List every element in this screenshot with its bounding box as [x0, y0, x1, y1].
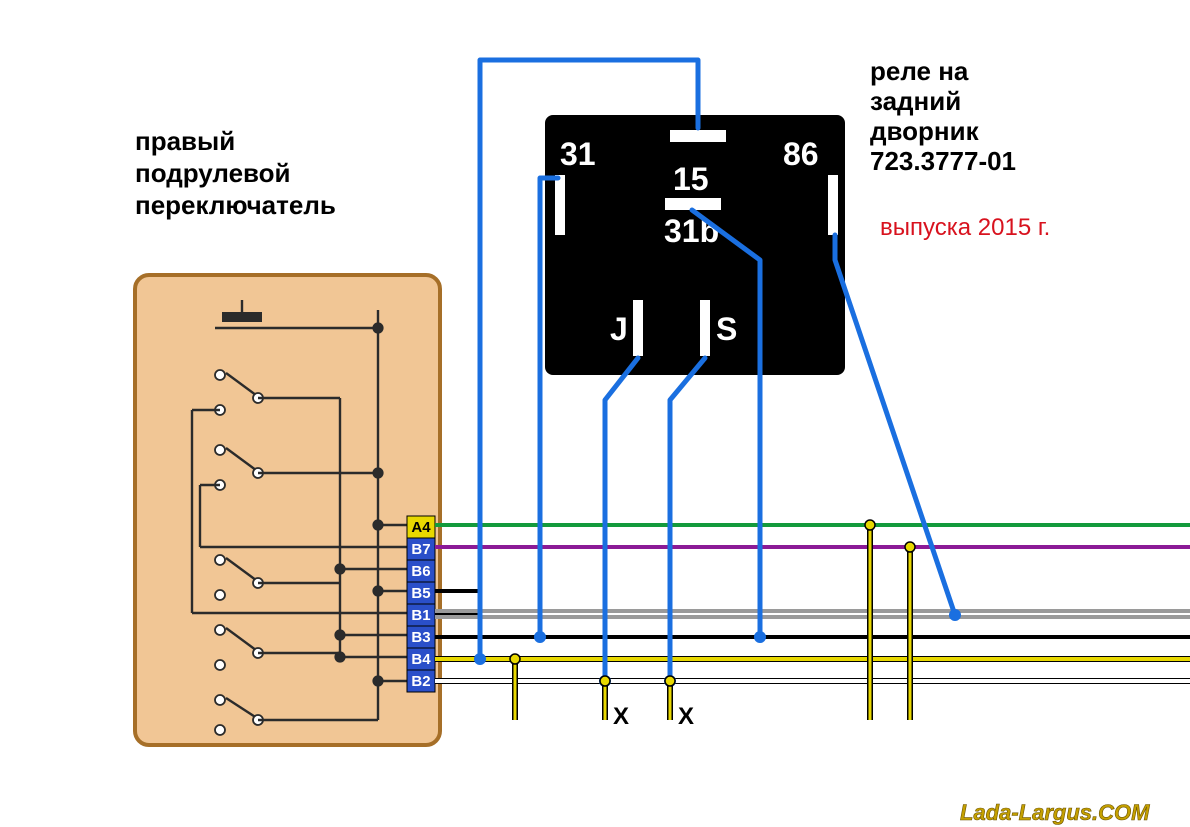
relay-sublabel: выпуска 2015 г. [880, 214, 1050, 241]
switch-contact [215, 725, 225, 735]
switch-node [373, 586, 383, 596]
switch-contact [215, 590, 225, 600]
relay-label-line: реле на [870, 56, 969, 86]
relay-pin-bar-86 [828, 175, 838, 235]
pin-label: B1 [411, 607, 430, 624]
switch-label-line: правый [135, 126, 235, 156]
tap-dot [510, 654, 520, 664]
switch-contact [215, 695, 225, 705]
blue-node [474, 653, 486, 665]
blue-node [754, 631, 766, 643]
switch-node [373, 468, 383, 478]
watermark: Lada-Largus.COM [960, 800, 1150, 825]
relay-pin-label-15: 15 [673, 161, 709, 197]
pin-label: B7 [411, 541, 430, 558]
relay-pin-label-86: 86 [783, 136, 819, 172]
switch-contact [215, 660, 225, 670]
pushbutton-cap [222, 312, 262, 322]
relay-pin-label-S: S [716, 311, 737, 347]
pin-label: B2 [411, 673, 430, 690]
tap-dot [865, 520, 875, 530]
relay-pin-label-31b: 31b [664, 213, 719, 249]
relay-pin-label-J: J [610, 311, 628, 347]
switch-contact [215, 625, 225, 635]
relay-label-line: дворник [870, 116, 980, 146]
pin-label: B5 [411, 585, 430, 602]
relay-label-line: задний [870, 86, 961, 116]
tap-x: X [613, 703, 629, 730]
pin-label: B4 [411, 651, 431, 668]
relay-label-line: 723.3777-01 [870, 146, 1016, 176]
pin-label: B3 [411, 629, 430, 646]
relay-pin-bar-J [633, 300, 643, 356]
switch-node [335, 630, 345, 640]
relay-pin-label-31: 31 [560, 136, 596, 172]
blue-node [534, 631, 546, 643]
switch-node [373, 520, 383, 530]
switch-label-line: подрулевой [135, 158, 291, 188]
relay-pin-bar-S [700, 300, 710, 356]
tap-dot [905, 542, 915, 552]
pin-label: B6 [411, 563, 430, 580]
switch-label-line: переключатель [135, 190, 336, 220]
switch-node [335, 564, 345, 574]
tap-x: X [678, 703, 694, 730]
switch-contact [215, 445, 225, 455]
relay-pin-bar-15 [670, 130, 726, 142]
pin-label: A4 [411, 519, 431, 536]
switch-contact [215, 370, 225, 380]
tap-dot [665, 676, 675, 686]
switch-contact [215, 555, 225, 565]
switch-node [373, 323, 383, 333]
relay-pin-bar-31 [555, 175, 565, 235]
blue-node [949, 609, 961, 621]
tap-dot [600, 676, 610, 686]
switch-block [135, 275, 440, 745]
